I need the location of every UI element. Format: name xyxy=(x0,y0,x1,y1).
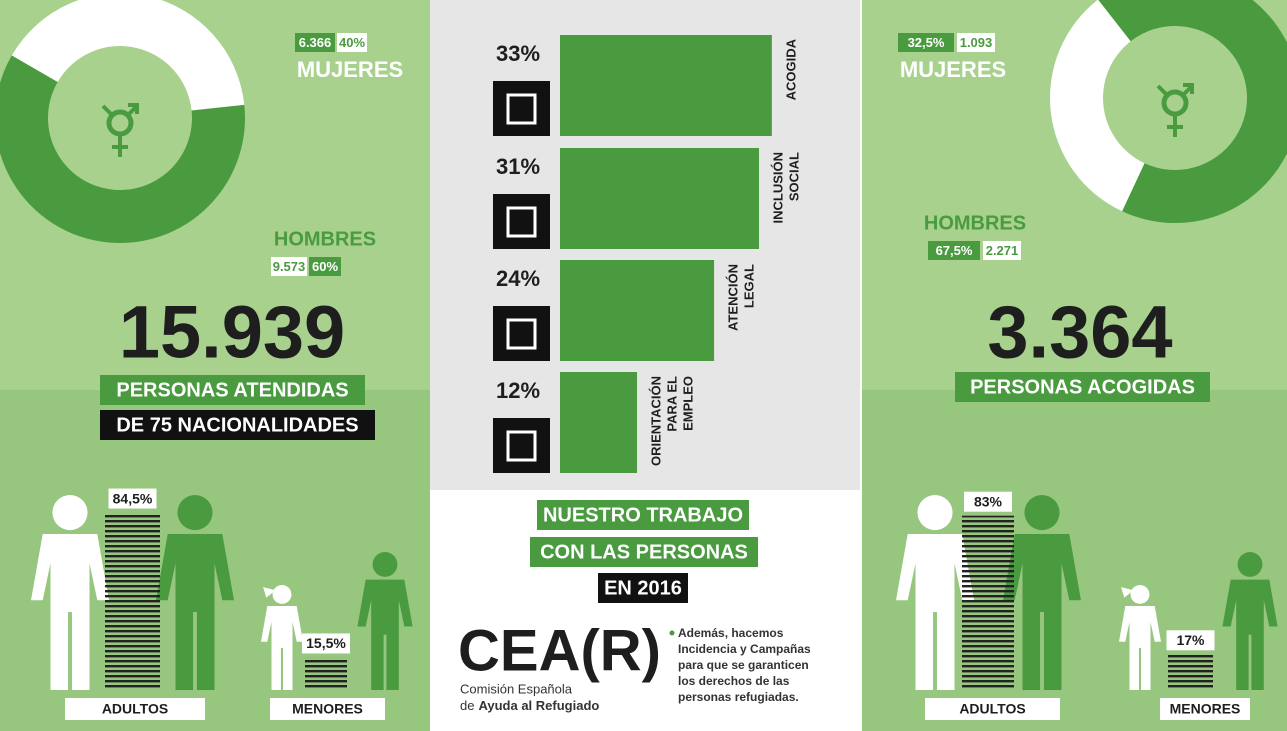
person-head xyxy=(1024,495,1059,530)
area-bar xyxy=(560,35,772,136)
caption: PERSONAS ATENDIDAS xyxy=(116,379,348,401)
note-line: personas refugiadas. xyxy=(678,690,799,704)
women-count: 1.093 xyxy=(960,35,993,50)
note-line: Además, hacemos xyxy=(678,626,784,640)
logo-name: CEA(R) xyxy=(458,618,661,683)
total: 15.939 xyxy=(119,291,345,374)
age-bar xyxy=(305,657,347,690)
logo-line2-bold: Ayuda al Refugiado xyxy=(478,698,599,713)
women-percent: 40% xyxy=(339,35,365,50)
person-head xyxy=(1238,552,1263,577)
area-label: PARA EL xyxy=(664,376,679,432)
work-title: EN 2016 xyxy=(604,577,682,599)
area-label: ATENCIÓN xyxy=(726,264,741,331)
age-label: ADULTOS xyxy=(959,701,1025,717)
area-label: ACOGIDA xyxy=(783,38,798,100)
area-label: ORIENTACIÓN xyxy=(648,376,663,466)
total: 3.364 xyxy=(987,291,1172,374)
women-label: MUJERES xyxy=(297,57,403,82)
area-bar xyxy=(560,148,759,249)
area-bar xyxy=(560,260,714,361)
men-percent: 60% xyxy=(312,259,338,274)
logo-line2: de Ayuda al Refugiado xyxy=(460,698,599,713)
age-label: MENORES xyxy=(1170,701,1241,717)
area-icon xyxy=(493,306,550,361)
person-head xyxy=(1131,585,1150,604)
note-line: los derechos de las xyxy=(678,674,790,688)
area-percent: 31% xyxy=(496,154,540,179)
area-label: LEGAL xyxy=(742,264,757,308)
work-title: NUESTRO TRABAJO xyxy=(543,504,743,526)
age-percent: 83% xyxy=(974,493,1003,509)
page: 6.366 40% MUJERES HOMBRES 9.573 60% 15.939 PERS… xyxy=(0,0,1287,731)
work-title: CON LAS PERSONAS xyxy=(540,541,748,563)
age-bar xyxy=(1168,654,1213,690)
area-icon xyxy=(493,194,550,249)
person-head xyxy=(177,495,212,530)
area-icon xyxy=(493,418,550,473)
women-label: MUJERES xyxy=(900,57,1006,82)
women-percent: 32,5% xyxy=(908,35,945,50)
men-percent: 67,5% xyxy=(936,243,973,258)
age-label: ADULTOS xyxy=(102,701,168,717)
note-line: Incidencia y Campañas xyxy=(678,642,811,656)
men-label: HOMBRES xyxy=(924,212,1026,234)
person-head xyxy=(373,552,398,577)
person-head xyxy=(273,585,292,604)
age-bar xyxy=(962,516,1014,690)
age-label: MENORES xyxy=(292,701,363,717)
person-head xyxy=(52,495,87,530)
area-label: INCLUSIÓN xyxy=(770,152,785,224)
area-bar xyxy=(560,372,637,473)
area-icon xyxy=(493,81,550,136)
note-line: para que se garanticen xyxy=(678,658,809,672)
logo-line2-prefix: de xyxy=(460,698,474,713)
area-percent: 12% xyxy=(496,378,540,403)
age-percent: 17% xyxy=(1176,632,1205,648)
age-percent: 15,5% xyxy=(306,635,346,651)
person-head xyxy=(917,495,952,530)
logo-line1: Comisión Española xyxy=(460,681,573,696)
area-label: EMPLEO xyxy=(680,376,695,431)
area-percent: 24% xyxy=(496,266,540,291)
age-bar xyxy=(105,513,160,690)
infographic: 6.366 40% MUJERES HOMBRES 9.573 60% 15.939 PERS… xyxy=(0,0,1287,731)
area-percent: 33% xyxy=(496,41,540,66)
women-count: 6.366 xyxy=(299,35,332,50)
area-label: SOCIAL xyxy=(786,152,801,201)
note-bullet xyxy=(670,631,675,636)
men-count: 2.271 xyxy=(986,243,1019,258)
subcaption: DE 75 NACIONALIDADES xyxy=(116,414,358,436)
men-label: HOMBRES xyxy=(274,228,376,250)
men-count: 9.573 xyxy=(273,259,306,274)
age-percent: 84,5% xyxy=(113,490,153,506)
caption: PERSONAS ACOGIDAS xyxy=(970,376,1195,398)
